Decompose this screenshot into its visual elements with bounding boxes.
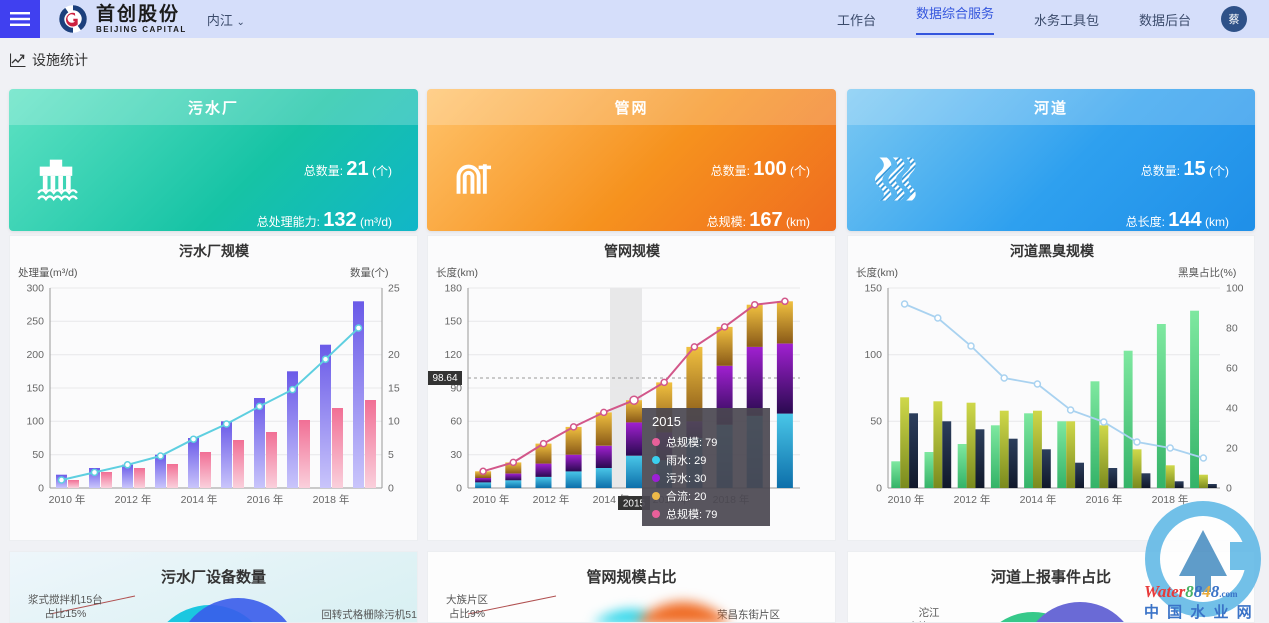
svg-text:20: 20 xyxy=(388,349,400,361)
svg-text:120: 120 xyxy=(444,349,462,361)
svg-text:0: 0 xyxy=(456,483,462,495)
svg-text:2015: 2015 xyxy=(652,414,681,429)
svg-text:200: 200 xyxy=(26,349,44,361)
svg-text:100: 100 xyxy=(1226,282,1244,294)
svg-text:2016 年: 2016 年 xyxy=(1086,493,1123,506)
svg-text:25: 25 xyxy=(388,282,400,294)
svg-text:0: 0 xyxy=(876,483,882,495)
svg-text:10: 10 xyxy=(388,416,400,428)
svg-text:2014 年: 2014 年 xyxy=(1020,493,1057,506)
svg-text:2010 年: 2010 年 xyxy=(888,493,925,506)
svg-text:150: 150 xyxy=(444,316,462,328)
svg-text:长度(km): 长度(km) xyxy=(856,266,898,279)
svg-text:0: 0 xyxy=(388,483,394,495)
svg-text:管网规模: 管网规模 xyxy=(604,243,661,259)
svg-text:100: 100 xyxy=(864,349,882,361)
svg-text:40: 40 xyxy=(1226,403,1238,415)
svg-text:60: 60 xyxy=(1226,363,1238,375)
svg-text:合流: 20: 合流: 20 xyxy=(666,489,706,503)
svg-text:100: 100 xyxy=(26,416,44,428)
svg-text:50: 50 xyxy=(870,416,882,428)
svg-text:数量(个): 数量(个) xyxy=(350,266,389,279)
svg-text:2010 年: 2010 年 xyxy=(473,493,510,506)
svg-text:2018 年: 2018 年 xyxy=(313,493,350,506)
svg-text:2012 年: 2012 年 xyxy=(954,493,991,506)
svg-text:2014 年: 2014 年 xyxy=(181,493,218,506)
svg-text:处理量(m³/d): 处理量(m³/d) xyxy=(18,267,78,279)
svg-text:长度(km): 长度(km) xyxy=(436,266,478,279)
svg-text:180: 180 xyxy=(444,282,462,294)
svg-text:20: 20 xyxy=(1226,443,1238,455)
svg-text:30: 30 xyxy=(450,449,462,461)
svg-text:总规模: 79: 总规模: 79 xyxy=(666,435,717,449)
svg-text:5: 5 xyxy=(388,449,394,461)
svg-text:0: 0 xyxy=(38,483,44,495)
svg-text:250: 250 xyxy=(26,316,44,328)
svg-text:污水: 30: 污水: 30 xyxy=(666,472,706,485)
svg-text:98.64: 98.64 xyxy=(432,373,457,384)
svg-text:0: 0 xyxy=(1226,483,1232,495)
svg-text:2012 年: 2012 年 xyxy=(533,493,570,506)
svg-text:300: 300 xyxy=(26,282,44,294)
svg-text:黑臭占比(%): 黑臭占比(%) xyxy=(1178,266,1236,279)
svg-text:15: 15 xyxy=(388,382,400,394)
svg-text:2016 年: 2016 年 xyxy=(247,493,284,506)
svg-text:2012 年: 2012 年 xyxy=(115,493,152,506)
svg-text:雨水: 29: 雨水: 29 xyxy=(666,454,706,467)
svg-text:河道黑臭规模: 河道黑臭规模 xyxy=(1010,243,1095,259)
svg-text:60: 60 xyxy=(450,416,462,428)
svg-text:2010 年: 2010 年 xyxy=(49,493,86,506)
svg-text:80: 80 xyxy=(1226,323,1238,335)
svg-text:150: 150 xyxy=(864,282,882,294)
svg-text:150: 150 xyxy=(26,382,44,394)
svg-text:总规模: 79: 总规模: 79 xyxy=(666,507,717,521)
svg-text:50: 50 xyxy=(32,449,44,461)
svg-text:污水厂规模: 污水厂规模 xyxy=(179,243,250,259)
svg-text:2018 年: 2018 年 xyxy=(1152,493,1189,506)
